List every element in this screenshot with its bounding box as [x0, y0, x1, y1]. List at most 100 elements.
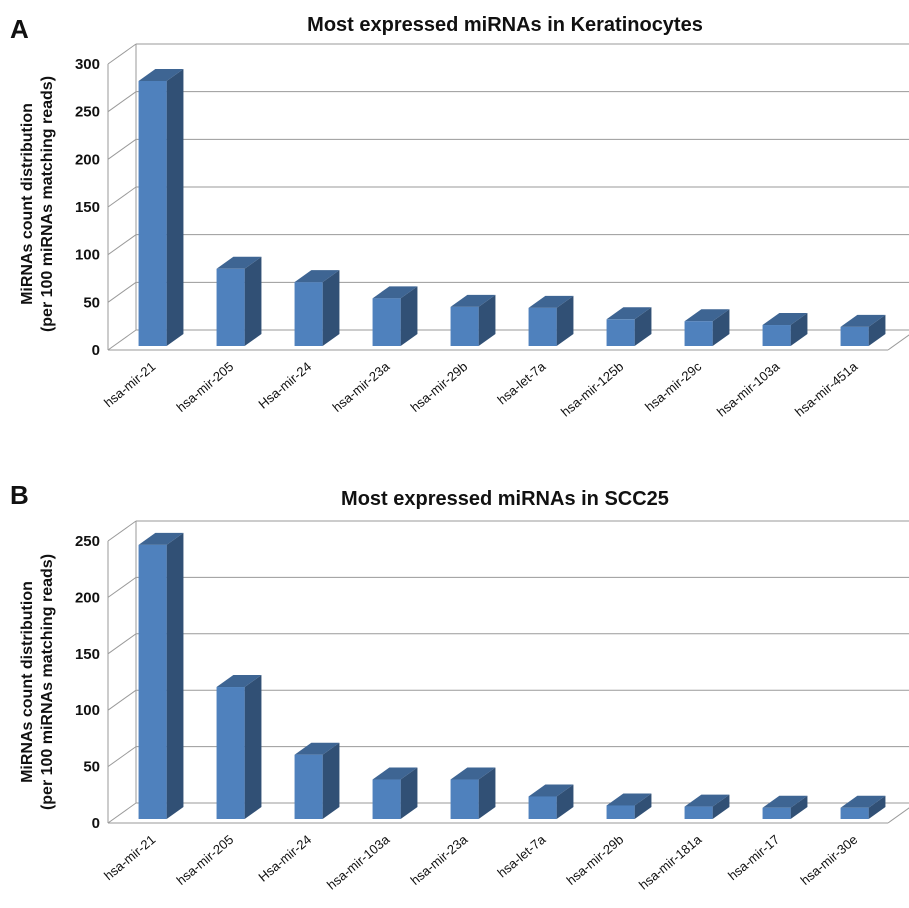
bar-front [840, 807, 869, 819]
chart-panel-a: A Most expressed miRNAs in Keratinocytes… [10, 14, 909, 420]
bar-top [840, 795, 886, 808]
bar [528, 784, 574, 819]
gridline-depth [107, 329, 137, 351]
gridline-depth [107, 520, 137, 542]
bar-side [790, 313, 808, 346]
gridline-depth [107, 43, 137, 65]
gridline-depth [107, 802, 137, 824]
y-tick-label: 200 [75, 589, 100, 606]
gridline-depth [107, 746, 137, 768]
bar-side [712, 794, 730, 819]
bar-top [138, 532, 184, 545]
bar [528, 295, 574, 346]
bar [294, 742, 340, 819]
x-tick-label: hsa-mir-205 [174, 359, 237, 415]
gridline-depth [107, 633, 137, 655]
bar-side [868, 795, 886, 819]
bar [216, 256, 262, 346]
x-tick-label: hsa-mir-21 [101, 359, 158, 410]
bar [606, 793, 652, 819]
x-tick-label: hsa-mir-30e [798, 832, 861, 888]
chart-title: Most expressed miRNAs in SCC25 [341, 488, 669, 510]
chart-panel-b: B Most expressed miRNAs in SCC25 MiRNAs … [0, 470, 909, 908]
bar-front [684, 806, 713, 819]
x-tick-label: hsa-let-7a [494, 831, 549, 880]
bar-side [400, 767, 418, 819]
bar [684, 794, 730, 819]
y-tick-label: 100 [75, 702, 100, 719]
x-tick-label: hsa-mir-103a [324, 831, 393, 892]
bar [840, 314, 886, 346]
floor-side-edge [887, 334, 909, 351]
x-tick-label: Hsa-mir-24 [255, 359, 314, 412]
y-tick-label: 250 [75, 533, 100, 550]
y-tick-label: 300 [75, 56, 100, 73]
x-tick-label: hsa-mir-29b [408, 359, 471, 415]
bar-front [528, 307, 557, 346]
x-tick-label: hsa-mir-29c [642, 358, 705, 414]
y-tick-label: 0 [92, 815, 100, 832]
x-tick-label: hsa-mir-205 [174, 832, 237, 888]
gridline-depth [107, 138, 137, 160]
bar-side [244, 675, 262, 819]
bar-side [166, 532, 184, 819]
bar-front [216, 268, 245, 346]
bar-top [528, 784, 574, 797]
y-tick-label: 100 [75, 247, 100, 264]
bar-front [606, 319, 635, 346]
bar [606, 307, 652, 346]
x-tick-label: hsa-mir-21 [101, 832, 158, 883]
bar-side [634, 793, 652, 819]
x-tick-label: hsa-let-7a [494, 358, 549, 407]
bar-front [294, 282, 323, 346]
bar-top [762, 795, 808, 808]
bar-top [684, 794, 730, 807]
bar [840, 795, 886, 819]
bar [762, 795, 808, 819]
bar-top [840, 314, 886, 327]
x-tick-label: hsa-mir-103a [714, 358, 783, 419]
bar-side [322, 270, 340, 346]
bar [762, 313, 808, 346]
y-tick-label: 50 [83, 759, 100, 776]
bar-front [216, 687, 245, 819]
bar-top [528, 295, 574, 308]
bar-side [556, 784, 574, 819]
bar-side [400, 286, 418, 346]
bar [684, 309, 730, 346]
bar-top [372, 767, 418, 780]
bar-front [372, 298, 401, 346]
gridline-depth [107, 576, 137, 598]
gridline-depth [107, 689, 137, 711]
bar-side [166, 68, 184, 347]
bar-side [244, 256, 262, 346]
x-tick-label: hsa-mir-181a [636, 831, 705, 892]
bar-front [138, 80, 167, 347]
bar [294, 270, 340, 346]
gridline-depth [107, 91, 137, 113]
bar-side [556, 295, 574, 346]
bar-front [762, 807, 791, 819]
bar-top [294, 742, 340, 755]
bar-top [138, 68, 184, 81]
bar-side [478, 294, 496, 346]
bar-top [606, 793, 652, 806]
bar-side [712, 309, 730, 346]
bar-front [294, 754, 323, 819]
gridline-depth [107, 186, 137, 208]
x-tick-label: hsa-mir-125b [558, 359, 626, 420]
bar-front [762, 325, 791, 346]
bar-top [372, 286, 418, 299]
bar [138, 68, 184, 347]
x-tick-label: hsa-mir-29b [564, 832, 627, 888]
y-tick-label: 0 [92, 342, 100, 359]
gridline-depth [107, 281, 137, 303]
bar-chart-svg: 0 50 100 150 200 250 300 hsa-mir-21 hsa-mir-205 H… [75, 43, 909, 420]
floor-side-edge [887, 807, 909, 824]
bar-front [606, 805, 635, 819]
y-tick-label: 150 [75, 199, 100, 216]
bar [372, 286, 418, 346]
bar-front [450, 306, 479, 346]
bar-front [684, 321, 713, 346]
bar-top [606, 307, 652, 320]
